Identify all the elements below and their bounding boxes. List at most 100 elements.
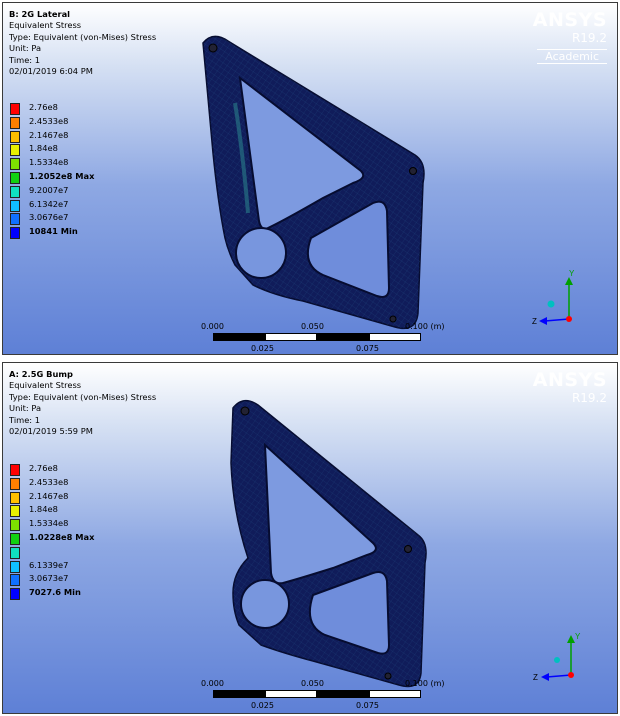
legend-label: 2.4533e8 xyxy=(29,476,69,487)
brand-name: ANSYS xyxy=(532,9,607,31)
brand-name: ANSYS xyxy=(532,369,607,391)
legend-label: 2.4533e8 xyxy=(29,115,69,126)
triad-z-label: Z xyxy=(533,673,538,682)
scale-segment xyxy=(213,690,265,698)
scale-segment xyxy=(265,690,317,698)
triad-y-label: Y xyxy=(569,269,575,278)
ansys-brand: ANSYS R19.2 xyxy=(533,369,607,405)
result-timestamp: 02/01/2019 6:04 PM xyxy=(9,66,93,77)
brand-version: R19.2 xyxy=(571,391,607,405)
legend-swatch xyxy=(10,519,20,532)
mount-hole xyxy=(389,315,397,323)
legend-swatch xyxy=(10,574,20,587)
bearing-bore xyxy=(240,579,290,629)
scale-tick: 0.050 xyxy=(301,679,324,688)
mount-hole xyxy=(409,167,417,175)
mount-hole xyxy=(208,43,218,53)
bracket-model[interactable] xyxy=(173,363,453,714)
legend-swatch xyxy=(10,171,20,184)
legend-swatch xyxy=(10,464,20,476)
legend-label: 2.76e8 xyxy=(29,463,58,473)
brand-edition: Academic xyxy=(537,49,607,64)
lower-cutout xyxy=(307,200,391,298)
legend-swatch xyxy=(10,185,20,198)
legend-swatch xyxy=(10,560,20,573)
result-timestamp: 02/01/2019 5:59 PM xyxy=(9,426,93,437)
upper-cutout xyxy=(263,442,377,585)
scale-tick: 0.025 xyxy=(251,701,274,710)
triad-y-label: Y xyxy=(575,632,581,641)
scale-segment xyxy=(317,690,369,698)
lower-cutout xyxy=(309,571,391,655)
scale-tick: 0.075 xyxy=(356,701,379,710)
scale-tick: 0.075 xyxy=(356,344,379,353)
legend-label: 1.5334e8 xyxy=(29,518,69,529)
legend-swatch xyxy=(10,477,20,490)
legend-swatch xyxy=(10,588,20,601)
coordinate-triad[interactable]: Y Z xyxy=(531,625,591,695)
viewport-2-5g-bump[interactable]: A: 2.5G Bump Equivalent Stress Type: Equ… xyxy=(2,362,618,714)
legend-label: 2.76e8 xyxy=(29,102,58,112)
result-type: Type: Equivalent (von-Mises) Stress xyxy=(9,31,157,42)
legend-label: 9.2007e7 xyxy=(29,184,69,195)
legend-swatch xyxy=(10,546,20,559)
scale-tick: 0.100 (m) xyxy=(405,679,445,688)
scale-segment xyxy=(265,333,317,341)
result-title: A: 2.5G Bump xyxy=(9,369,73,379)
result-unit: Unit: Pa xyxy=(9,43,42,54)
scale-tick: 0.000 xyxy=(201,679,224,688)
legend-label: 1.84e8 xyxy=(29,143,58,154)
legend-label: 1.5334e8 xyxy=(29,157,69,168)
legend-swatch xyxy=(10,144,20,157)
legend-label: 3.0673e7 xyxy=(29,573,69,584)
legend-max-label: 1.0228e8 Max xyxy=(29,531,95,542)
result-title: B: 2G Lateral xyxy=(9,9,71,19)
ansys-brand: ANSYS R19.2 Academic xyxy=(533,9,607,64)
legend-min-label: 7027.6 Min xyxy=(29,587,81,598)
scale-segment xyxy=(317,333,369,341)
result-header: B: 2G Lateral Equivalent Stress Type: Eq… xyxy=(9,9,156,77)
legend-swatch xyxy=(10,505,20,518)
legend-swatch xyxy=(10,199,20,212)
legend-swatch xyxy=(10,227,20,240)
legend-label: 2.1467e8 xyxy=(29,490,69,501)
legend-swatch xyxy=(10,532,20,545)
legend-swatch xyxy=(10,116,20,129)
legend-label: 1.84e8 xyxy=(29,504,58,515)
scale-bar: 0.000 0.050 0.100 (m) 0.025 0.075 xyxy=(193,679,445,713)
legend-swatch xyxy=(10,158,20,171)
legend-swatch xyxy=(10,103,20,115)
triad-z-label: Z xyxy=(532,317,537,326)
result-time: Time: 1 xyxy=(9,414,41,425)
legend-label: 3.0676e7 xyxy=(29,212,69,223)
scale-tick: 0.025 xyxy=(251,344,274,353)
viewport-2g-lateral[interactable]: B: 2G Lateral Equivalent Stress Type: Eq… xyxy=(2,2,618,355)
scale-tick: 0.050 xyxy=(301,322,324,331)
mount-hole xyxy=(384,672,392,680)
scale-segment xyxy=(369,690,421,698)
bearing-bore xyxy=(235,227,287,279)
legend-label: 2.1467e8 xyxy=(29,129,69,140)
legend-label: 6.1342e7 xyxy=(29,198,69,209)
legend-max-label: 1.2052e8 Max xyxy=(29,170,95,181)
result-header: A: 2.5G Bump Equivalent Stress Type: Equ… xyxy=(9,369,156,437)
legend-swatch xyxy=(10,491,20,504)
legend-swatch xyxy=(10,130,20,143)
scale-bar: 0.000 0.050 0.100 (m) 0.025 0.075 xyxy=(193,322,445,354)
mount-hole xyxy=(404,545,412,553)
scale-tick: 0.000 xyxy=(201,322,224,331)
result-name: Equivalent Stress xyxy=(9,20,82,31)
coordinate-triad[interactable]: Y Z xyxy=(531,267,591,337)
result-time: Time: 1 xyxy=(9,54,41,65)
legend-min-label: 10841 Min xyxy=(29,226,78,237)
bracket-model[interactable] xyxy=(173,3,453,355)
scale-segment xyxy=(369,333,421,341)
result-type: Type: Equivalent (von-Mises) Stress xyxy=(9,391,157,402)
mount-hole xyxy=(240,406,250,416)
brand-version: R19.2 xyxy=(571,31,607,45)
result-name: Equivalent Stress xyxy=(9,380,82,391)
scale-tick: 0.100 (m) xyxy=(405,322,445,331)
result-unit: Unit: Pa xyxy=(9,403,42,414)
legend-label: 6.1339e7 xyxy=(29,559,69,570)
